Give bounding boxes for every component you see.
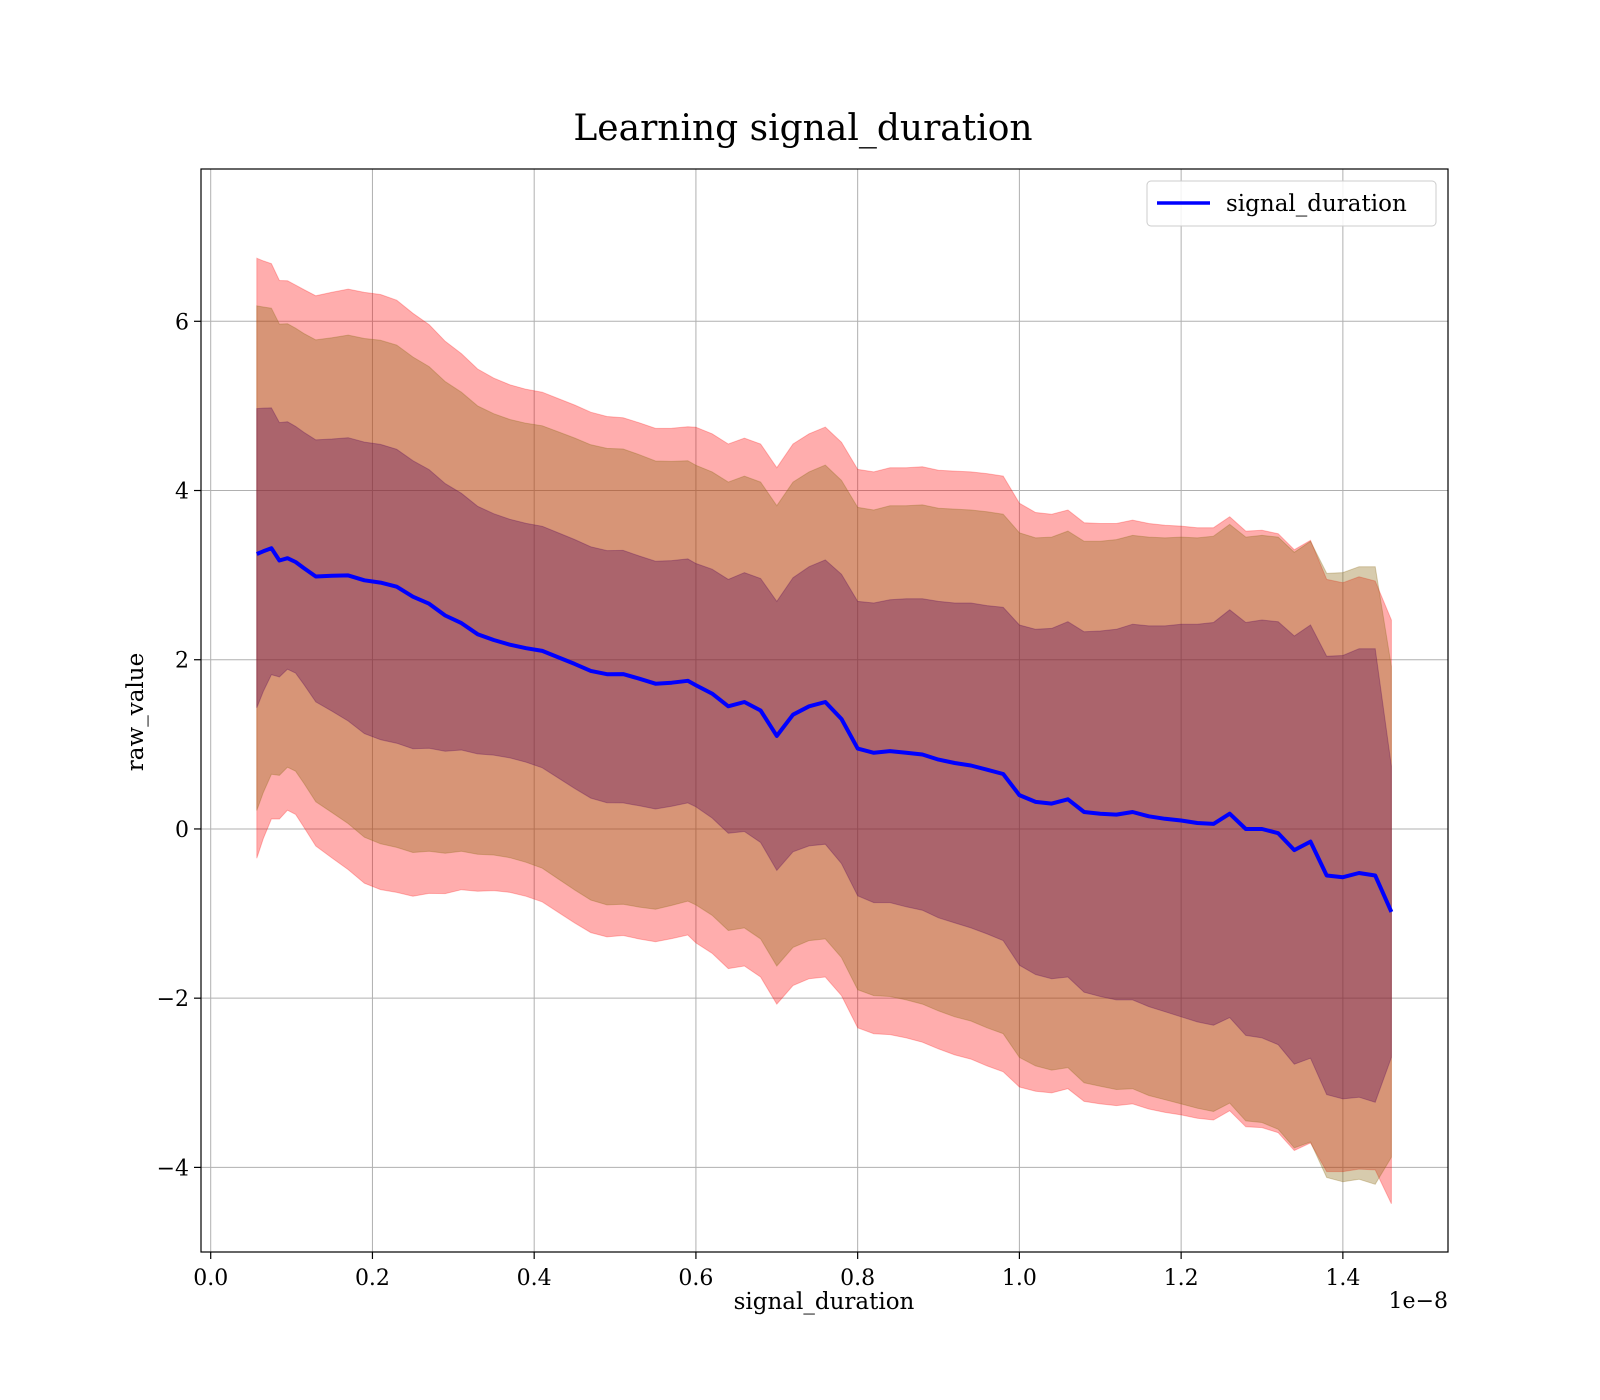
- legend-entry-label: signal_duration: [1226, 191, 1407, 217]
- confidence-bands: [256, 257, 1392, 1205]
- series-lines: [256, 546, 1394, 913]
- x-tick-label: 0.6: [678, 1266, 713, 1291]
- x-tick-label: 1.2: [1164, 1266, 1199, 1291]
- band-outer: [256, 257, 1392, 1205]
- legend: signal_duration: [1146, 180, 1437, 227]
- x-tick-label: 1.0: [1002, 1266, 1037, 1291]
- x-tick-label: 0.2: [355, 1266, 390, 1291]
- band-middle: [256, 305, 1392, 1185]
- plot-frame: [200, 168, 1449, 1253]
- y-tick-label: 0: [175, 818, 189, 843]
- x-tick-label: 0.0: [193, 1266, 228, 1291]
- series-line-signal-duration: [256, 546, 1394, 913]
- y-tick-label: 6: [175, 310, 189, 335]
- axis-ticks: 0.0 0.2 0.4 0.6 0.8 1.0 1.2 1.4 −4 −2 0 2 4 6: [157, 310, 1361, 1291]
- y-axis-label: raw_value: [123, 653, 149, 771]
- y-tick-label: 4: [175, 480, 189, 505]
- x-axis-label: signal_duration: [734, 1289, 915, 1315]
- x-axis-offset-label: 1e−8: [1389, 1289, 1448, 1314]
- y-tick-label: −4: [157, 1156, 189, 1181]
- x-tick-label: 0.4: [517, 1266, 552, 1291]
- x-tick-label: 1.4: [1325, 1266, 1360, 1291]
- y-tick-label: −2: [157, 987, 189, 1012]
- grid-lines: [201, 169, 1448, 1252]
- legend-box: [1146, 180, 1437, 227]
- x-tick-label: 0.8: [840, 1266, 875, 1291]
- band-inner: [256, 407, 1392, 1103]
- y-tick-label: 2: [175, 649, 189, 674]
- chart-title: Learning signal_duration: [573, 108, 1032, 149]
